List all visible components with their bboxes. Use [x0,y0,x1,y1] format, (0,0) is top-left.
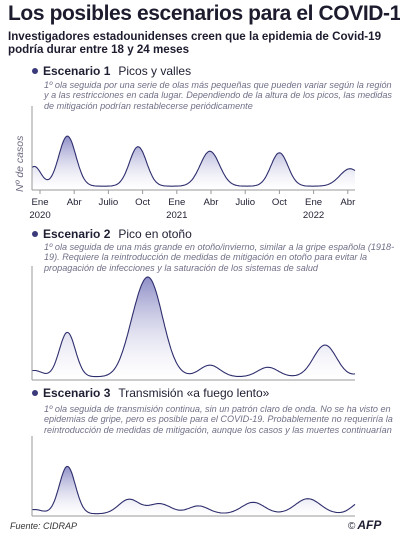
x-tick-label: Abr [340,197,356,208]
scenario-3-label: Escenario 3 [43,386,111,400]
x-tick-label: Oct [272,197,287,208]
copyright-symbol: © [348,521,356,532]
bullet-icon [32,68,38,74]
afp-logo-text: AFP [357,518,382,532]
scenario-3-name: Transmisión «a fuego lento» [118,386,270,400]
scenario-1-description: 1º ola seguida por una serie de olas más… [44,80,392,111]
x-tick-label: Oct [135,197,150,208]
x-tick-year: 2022 [303,210,324,221]
afp-logo: © AFP [348,518,381,532]
x-tick-label: Ene [305,197,322,208]
scenario-3-chart [31,436,356,517]
scenario-1-label: Escenario 1 [43,64,111,78]
series-line [31,276,356,378]
x-tick-label: Abr [67,197,83,208]
page-title: Los posibles escenarios para el COVID-19 [8,2,400,25]
series-line [31,465,356,515]
scenario-1-header: Escenario 1 Picos y valles [32,64,191,78]
scenario-3-description: 1º ola seguida de transmisión continua, … [44,404,393,435]
scenario-1-chart: Ene 2020 Abr Julio Oct Ene 2021 Abr Julio Oct Ene 2… [29,106,356,221]
series-area [32,136,355,190]
series-line [31,135,356,187]
scenario-2-description: 1º ola seguida de una más grande en otoñ… [44,242,395,273]
x-tick-label: Julio [99,197,119,208]
x-tick-label: Abr [204,197,220,208]
scenario-2-header: Escenario 2 Pico en otoño [32,227,192,241]
bullet-icon [32,390,38,396]
scenario-3-header: Escenario 3 Transmisión «a fuego lento» [32,386,269,400]
scenario-2-chart [31,266,356,381]
scenario-2-label: Escenario 2 [43,227,111,241]
series-area [32,466,355,516]
scenario-2-name: Pico en otoño [118,227,192,241]
page-subtitle: Investigadores estadounidenses creen que… [8,30,382,56]
x-tick-label: Julio [235,197,255,208]
x-tick-year: 2021 [166,210,187,221]
x-tick-label: Ene [168,197,185,208]
scenario-1-name: Picos y valles [118,64,192,78]
x-tick-label: Ene [31,197,48,208]
bullet-icon [32,231,38,237]
series-area [32,277,355,380]
x-tick-year: 2020 [29,210,50,221]
source-note: Fuente: CIDRAP [10,521,78,531]
